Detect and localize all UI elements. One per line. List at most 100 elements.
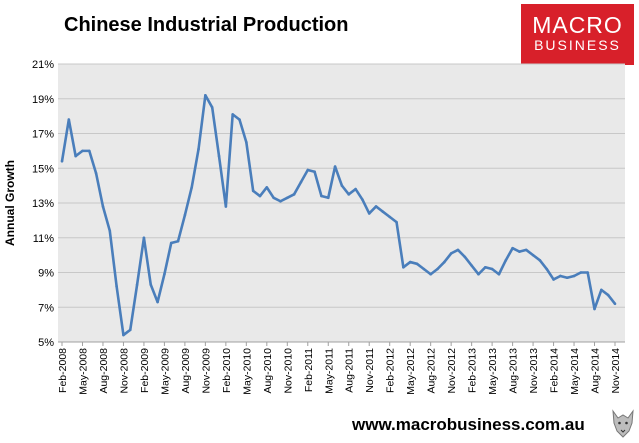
data-point [606,293,610,297]
data-point [572,274,576,278]
data-point [429,272,432,276]
data-point [402,265,405,269]
data-point [518,250,521,253]
data-point [142,236,146,240]
x-tick-label: Nov-2009 [200,348,212,394]
data-point [122,333,125,337]
data-point [204,93,207,97]
y-axis: 5% 7% 9% 11% 13% 15% 17% 19% 21% [32,59,54,349]
data-point [579,271,583,274]
x-tick-label: Aug-2009 [180,348,192,394]
data-point [306,168,310,172]
data-point [395,220,398,224]
x-tick-label: Feb-2011 [303,348,315,392]
data-point [245,140,248,144]
data-point [128,328,132,332]
y-tick-label: 9% [38,268,54,280]
data-point [456,248,460,252]
data-point [408,260,412,264]
data-point [217,154,221,158]
data-point [545,267,549,271]
data-point [538,259,542,262]
data-points [60,93,617,337]
data-point [197,147,200,151]
x-axis: Feb-2008 May-2008 Aug-2008 Nov-2008 Feb-2009… [57,341,625,395]
data-point [135,283,139,286]
data-point [463,255,467,259]
data-point [333,165,337,168]
data-point [593,307,596,311]
x-tick-label: Feb-2013 [467,348,479,393]
data-point [292,193,296,196]
data-point [497,272,501,276]
data-point [149,283,153,286]
x-tick-label: May-2012 [405,348,417,395]
data-point [524,248,528,252]
data-point [449,252,453,255]
data-point [81,149,84,153]
data-point [443,260,446,264]
data-point [326,196,330,200]
x-tick-label: Nov-2014 [610,348,622,394]
x-tick-label: Aug-2011 [344,348,356,393]
data-point [231,113,234,116]
series-line [60,93,617,337]
y-tick-label: 21% [32,59,54,71]
data-point [88,149,91,153]
x-tick-label: May-2008 [77,348,89,395]
x-tick-label: Aug-2010 [262,348,274,394]
data-point [381,210,385,213]
y-tick-label: 5% [38,337,54,349]
data-point [67,118,71,121]
data-point [94,172,98,175]
data-point [258,194,262,198]
x-tick-label: Nov-2011 [364,348,376,393]
data-point [299,180,303,184]
footer-url: www.macrobusiness.com.au [352,415,585,434]
data-point [183,213,187,217]
data-point [422,267,426,271]
data-point [190,186,194,189]
data-point [251,189,255,193]
y-tick-label: 11% [33,233,54,245]
data-point [477,272,480,276]
data-point [108,229,112,233]
data-point [600,288,603,292]
x-tick-label: Feb-2012 [385,348,397,393]
data-point [559,274,562,278]
data-point [74,154,77,158]
y-tick-label: 7% [38,302,54,314]
data-point [388,215,392,219]
y-tick-label: 19% [32,94,54,106]
y-tick-label: 17% [32,129,54,141]
x-tick-label: May-2013 [487,348,499,395]
data-point [156,300,159,304]
data-point [115,285,118,288]
y-tick-label: 15% [32,163,54,175]
chart-title: Chinese Industrial Production [64,14,349,36]
x-tick-label: Aug-2014 [590,348,602,394]
data-point [176,239,180,243]
logo-line-1: MACRO [532,12,623,38]
data-point [285,196,289,200]
data-point [347,193,351,196]
data-point [470,264,473,267]
brand-logo: MACRO BUSINESS [521,4,634,65]
data-point [367,212,371,215]
data-point [361,198,364,201]
x-tick-label: Aug-2013 [508,348,520,394]
data-point [613,302,617,306]
y-tick-label: 13% [32,198,54,210]
data-point [374,205,378,208]
data-point [279,199,282,203]
data-point [552,278,555,281]
x-tick-label: Feb-2014 [549,348,561,393]
data-point [531,253,535,257]
logo-line-2: BUSINESS [534,37,621,53]
x-tick-label: May-2010 [241,348,253,395]
data-point [313,170,316,174]
x-tick-label: Nov-2012 [446,348,458,394]
data-point [60,160,64,163]
data-point [101,205,105,208]
data-point [511,246,514,250]
